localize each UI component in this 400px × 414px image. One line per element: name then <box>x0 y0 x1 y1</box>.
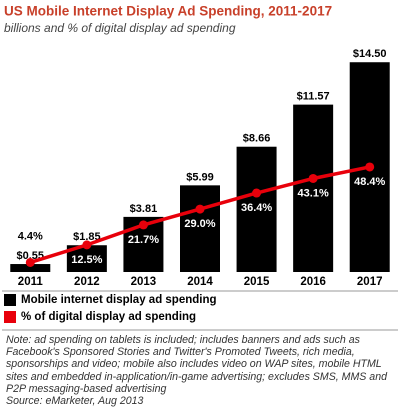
source: Source: eMarketer, Aug 2013 <box>6 395 144 408</box>
bar-value-label: $14.50 <box>353 48 387 60</box>
line-value-label: 12.5% <box>71 254 102 266</box>
legend-swatch <box>4 294 16 306</box>
line-point <box>308 173 318 183</box>
x-tick-label: 2017 <box>357 276 383 288</box>
x-tick-label: 2011 <box>18 276 44 288</box>
x-tick-label: 2015 <box>244 276 270 288</box>
legend-label: Mobile internet display ad spending <box>21 294 217 306</box>
line-point <box>365 162 375 172</box>
notes: Note: ad spending on tablets is included… <box>6 334 396 407</box>
line-value-label: 21.7% <box>128 234 159 246</box>
bar-value-label: $3.81 <box>130 203 158 215</box>
bar <box>293 104 334 272</box>
bar <box>180 185 220 272</box>
line-value-label: 36.4% <box>241 202 272 214</box>
x-tick-label: 2014 <box>187 276 213 288</box>
chart: US Mobile Internet Display Ad Spending, … <box>2 4 398 331</box>
x-tick-label: 2012 <box>74 276 100 288</box>
line-value-label: 48.4% <box>354 176 385 188</box>
bar-value-label: $11.57 <box>297 91 330 103</box>
legend-swatch <box>4 311 16 323</box>
line-value-label: 29.0% <box>184 218 215 230</box>
line-value-label: 4.4% <box>18 230 43 242</box>
bar-value-label: $8.66 <box>243 133 271 145</box>
line-point <box>138 220 148 230</box>
bar <box>236 146 277 272</box>
bar-value-label: $5.99 <box>186 171 214 183</box>
note: Note: ad spending on tablets is included… <box>6 334 387 395</box>
bar <box>10 264 51 272</box>
x-tick-label: 2013 <box>131 276 157 288</box>
bar-value-label: $1.85 <box>73 231 101 243</box>
chart-title: US Mobile Internet Display Ad Spending, … <box>4 4 332 19</box>
chart-subtitle: billions and % of digital display ad spe… <box>4 21 236 35</box>
legend-label: % of digital display ad spending <box>21 311 196 323</box>
line-point <box>82 240 92 250</box>
line-value-label: 43.1% <box>298 187 329 199</box>
line-point <box>195 204 205 214</box>
x-tick-label: 2016 <box>300 276 326 288</box>
line-point <box>25 257 35 267</box>
line-point <box>252 188 262 198</box>
